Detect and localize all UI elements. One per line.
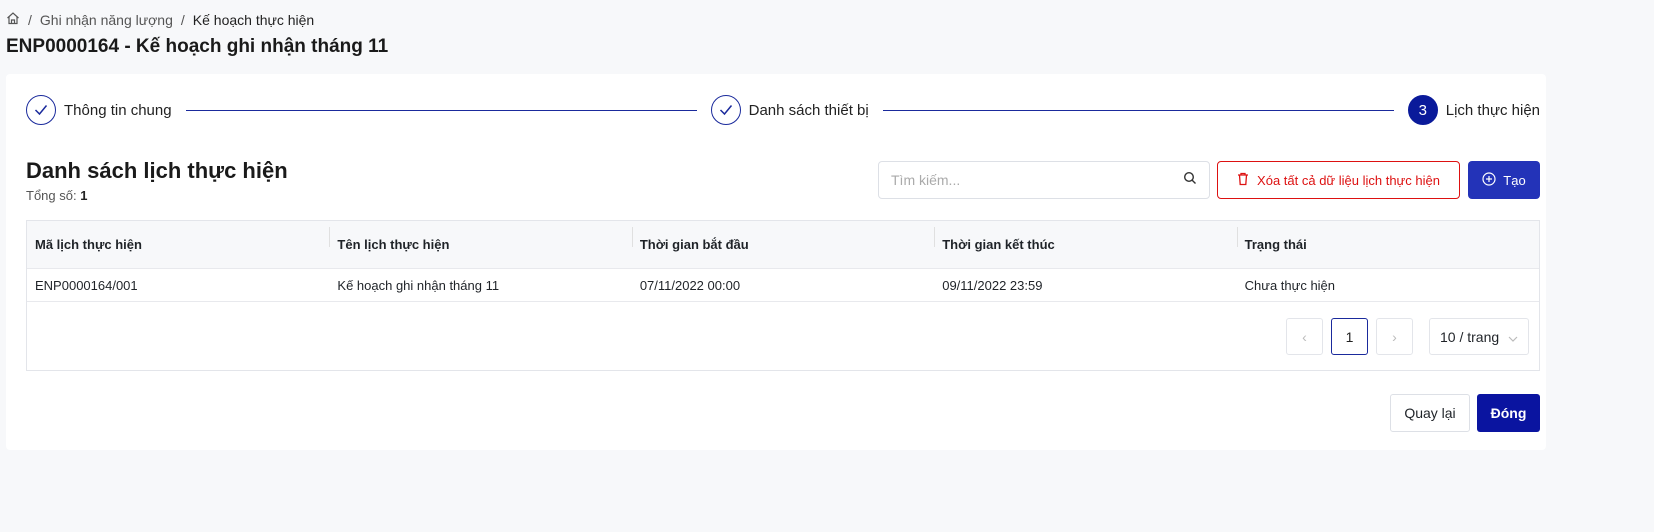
cell-name: Kế hoạch ghi nhận tháng 11	[337, 277, 500, 293]
column-header[interactable]: Thời gian kết thúc	[934, 227, 1236, 252]
table-header: Mã lịch thực hiện Tên lịch thực hiện Thờ…	[27, 221, 1539, 269]
step-number[interactable]: 3	[1407, 95, 1438, 125]
chevron-left-icon: ‹	[1302, 328, 1307, 345]
chevron-down-icon	[1508, 329, 1518, 345]
cell-code: ENP0000164/001	[35, 277, 138, 293]
search-input[interactable]	[891, 172, 1183, 188]
cell-end: 09/11/2022 23:59	[942, 277, 1043, 293]
chevron-right-icon: ›	[1392, 328, 1397, 345]
schedule-table: Mã lịch thực hiện Tên lịch thực hiện Thờ…	[26, 220, 1540, 371]
column-header[interactable]: Trạng thái	[1236, 227, 1539, 252]
trash-icon	[1237, 172, 1249, 189]
check-icon[interactable]	[26, 95, 56, 125]
step-label[interactable]: Danh sách thiết bị	[748, 101, 869, 119]
breadcrumb-link[interactable]: Ghi nhận năng lượng	[39, 11, 173, 28]
delete-all-button[interactable]: Xóa tất cả dữ liệu lịch thực hiện	[1217, 161, 1460, 199]
create-button[interactable]: Tạo	[1468, 161, 1540, 199]
step-label[interactable]: Lịch thực hiện	[1445, 101, 1541, 119]
search-field[interactable]	[878, 161, 1210, 199]
page-size-select[interactable]: 10 / trang	[1429, 318, 1529, 355]
search-icon[interactable]	[1183, 171, 1197, 190]
table-row[interactable]: ENP0000164/001 Kế hoạch ghi nhận tháng 1…	[27, 269, 1539, 302]
back-button[interactable]: Quay lại	[1390, 394, 1470, 432]
breadcrumb: / Ghi nhận năng lượng / Kế hoạch thực hi…	[6, 11, 314, 28]
home-icon[interactable]	[6, 11, 20, 28]
check-icon[interactable]	[710, 95, 741, 125]
cell-status: Chưa thực hiện	[1244, 277, 1336, 293]
close-button[interactable]: Đóng	[1477, 394, 1540, 432]
main-card: Thông tin chung Danh sách thiết bị 3 Lịc…	[6, 74, 1546, 450]
column-header[interactable]: Tên lịch thực hiện	[329, 227, 631, 252]
column-header[interactable]: Thời gian bắt đầu	[631, 227, 934, 252]
step-connector	[185, 109, 697, 111]
column-header[interactable]: Mã lịch thực hiện	[35, 237, 142, 252]
prev-page-button[interactable]: ‹	[1286, 318, 1323, 355]
next-page-button[interactable]: ›	[1376, 318, 1413, 355]
page-title: ENP0000164 - Kế hoạch ghi nhận tháng 11	[6, 36, 389, 57]
step-connector	[882, 109, 1394, 111]
stepper: Thông tin chung Danh sách thiết bị 3 Lịc…	[26, 94, 1540, 126]
breadcrumb-current: Kế hoạch thực hiện	[192, 11, 315, 28]
cell-start: 07/11/2022 00:00	[639, 277, 741, 293]
step-label[interactable]: Thông tin chung	[64, 101, 172, 119]
plus-circle-icon	[1482, 171, 1496, 189]
page-button[interactable]: 1	[1331, 318, 1368, 355]
section-title: Danh sách lịch thực hiện	[26, 158, 288, 183]
pagination: ‹ 1 › 10 / trang	[1286, 318, 1529, 355]
total-count: Tổng số: 1	[26, 188, 88, 203]
